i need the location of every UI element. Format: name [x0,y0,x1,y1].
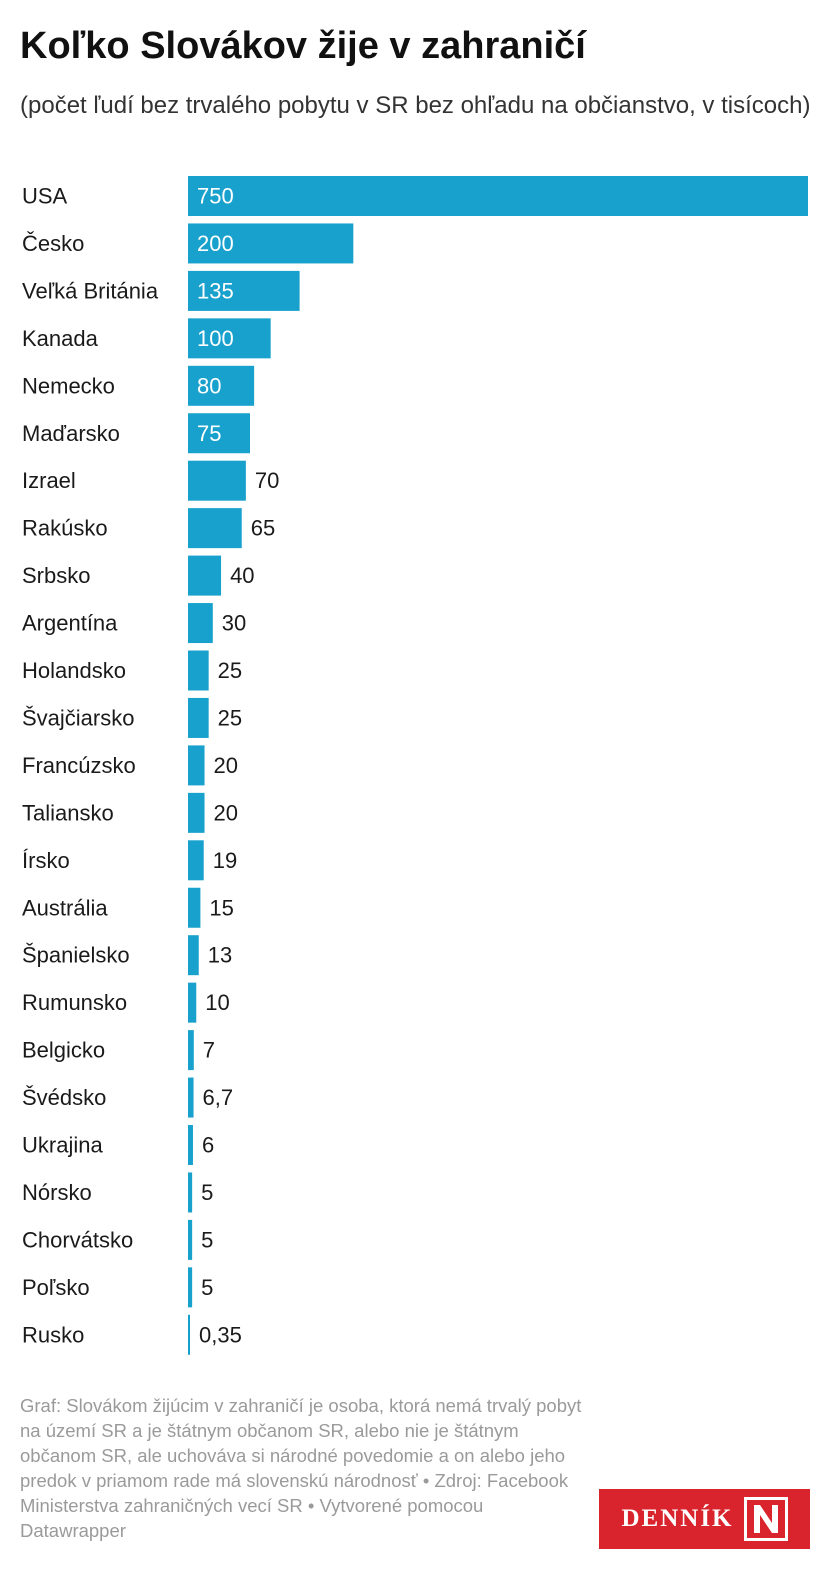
bar [188,603,213,644]
chart-subtitle: (počet ľudí bez trvalého pobytu v SR bez… [20,92,811,119]
bar [188,650,209,691]
value-label: 750 [197,184,234,209]
bar [188,270,300,311]
bar [188,887,201,928]
category-label: Srbsko [22,563,90,588]
value-label: 80 [197,373,221,398]
category-label: Chorvátsko [22,1227,133,1252]
bar [188,935,199,976]
value-label: 6,7 [203,1085,234,1110]
category-label: Francúzsko [22,753,136,778]
category-label: Austrália [22,895,108,920]
value-label: 75 [197,421,221,446]
bar [188,745,205,786]
bar [188,176,808,216]
dennik-n-logo[interactable]: DENNÍK [599,1489,810,1549]
value-label: 5 [201,1180,213,1205]
bar [188,1030,194,1071]
category-label: Česko [22,231,84,256]
bar [188,508,242,549]
category-label: Švajčiarsko [22,705,134,730]
bar [188,1267,193,1308]
value-label: 6 [202,1133,214,1158]
value-label: 19 [213,848,237,873]
category-label: Veľká Británia [22,278,159,303]
value-label: 15 [209,895,233,920]
value-label: 25 [218,705,242,730]
category-label: Nórsko [22,1180,92,1205]
bar [188,697,209,738]
bar [188,555,222,596]
category-label: USA [22,184,68,209]
value-label: 13 [208,943,232,968]
category-label: Taliansko [22,800,114,825]
value-label: 5 [201,1227,213,1252]
chart-title: Koľko Slovákov žije v zahraničí [20,25,586,67]
value-label: 10 [205,990,229,1015]
bar [188,1172,193,1213]
category-label: Rumunsko [22,990,127,1015]
category-label: Írsko [22,848,70,873]
bar [188,318,271,359]
category-label: Švédsko [22,1085,106,1110]
category-label: Nemecko [22,373,115,398]
category-label: Poľsko [22,1275,90,1300]
category-label: Izrael [22,468,76,493]
value-label: 40 [230,563,254,588]
bar [188,982,197,1023]
logo-text: DENNÍK [621,1505,734,1532]
value-label: 0,35 [199,1322,242,1347]
value-label: 65 [251,516,275,541]
category-label: Belgicko [22,1038,105,1063]
value-label: 135 [197,278,234,303]
value-label: 20 [214,753,238,778]
bar [188,223,354,264]
category-label: Maďarsko [22,421,120,446]
bar [188,1077,194,1118]
category-label: Holandsko [22,658,126,683]
category-label: Argentína [22,611,118,636]
value-label: 30 [222,611,246,636]
value-label: 20 [214,800,238,825]
value-label: 25 [218,658,242,683]
bar [188,840,204,881]
category-label: Španielsko [22,943,130,968]
bar [188,413,250,454]
bar [188,365,255,406]
n-logo-icon [743,1497,788,1541]
category-label: Rakúsko [22,516,108,541]
bar [188,1125,193,1165]
value-label: 70 [255,468,279,493]
bar [188,460,246,501]
category-label: Rusko [22,1322,84,1347]
value-label: 7 [203,1038,215,1063]
bar [188,1219,193,1260]
bar [188,1314,190,1355]
category-label: Ukrajina [22,1133,103,1158]
value-label: 5 [201,1275,213,1300]
value-label: 100 [197,326,234,351]
chart-notes: Graf: Slovákom žijúcim v zahraničí je os… [20,1395,582,1541]
category-label: Kanada [22,326,99,351]
value-label: 200 [197,231,234,256]
bar [188,792,205,833]
